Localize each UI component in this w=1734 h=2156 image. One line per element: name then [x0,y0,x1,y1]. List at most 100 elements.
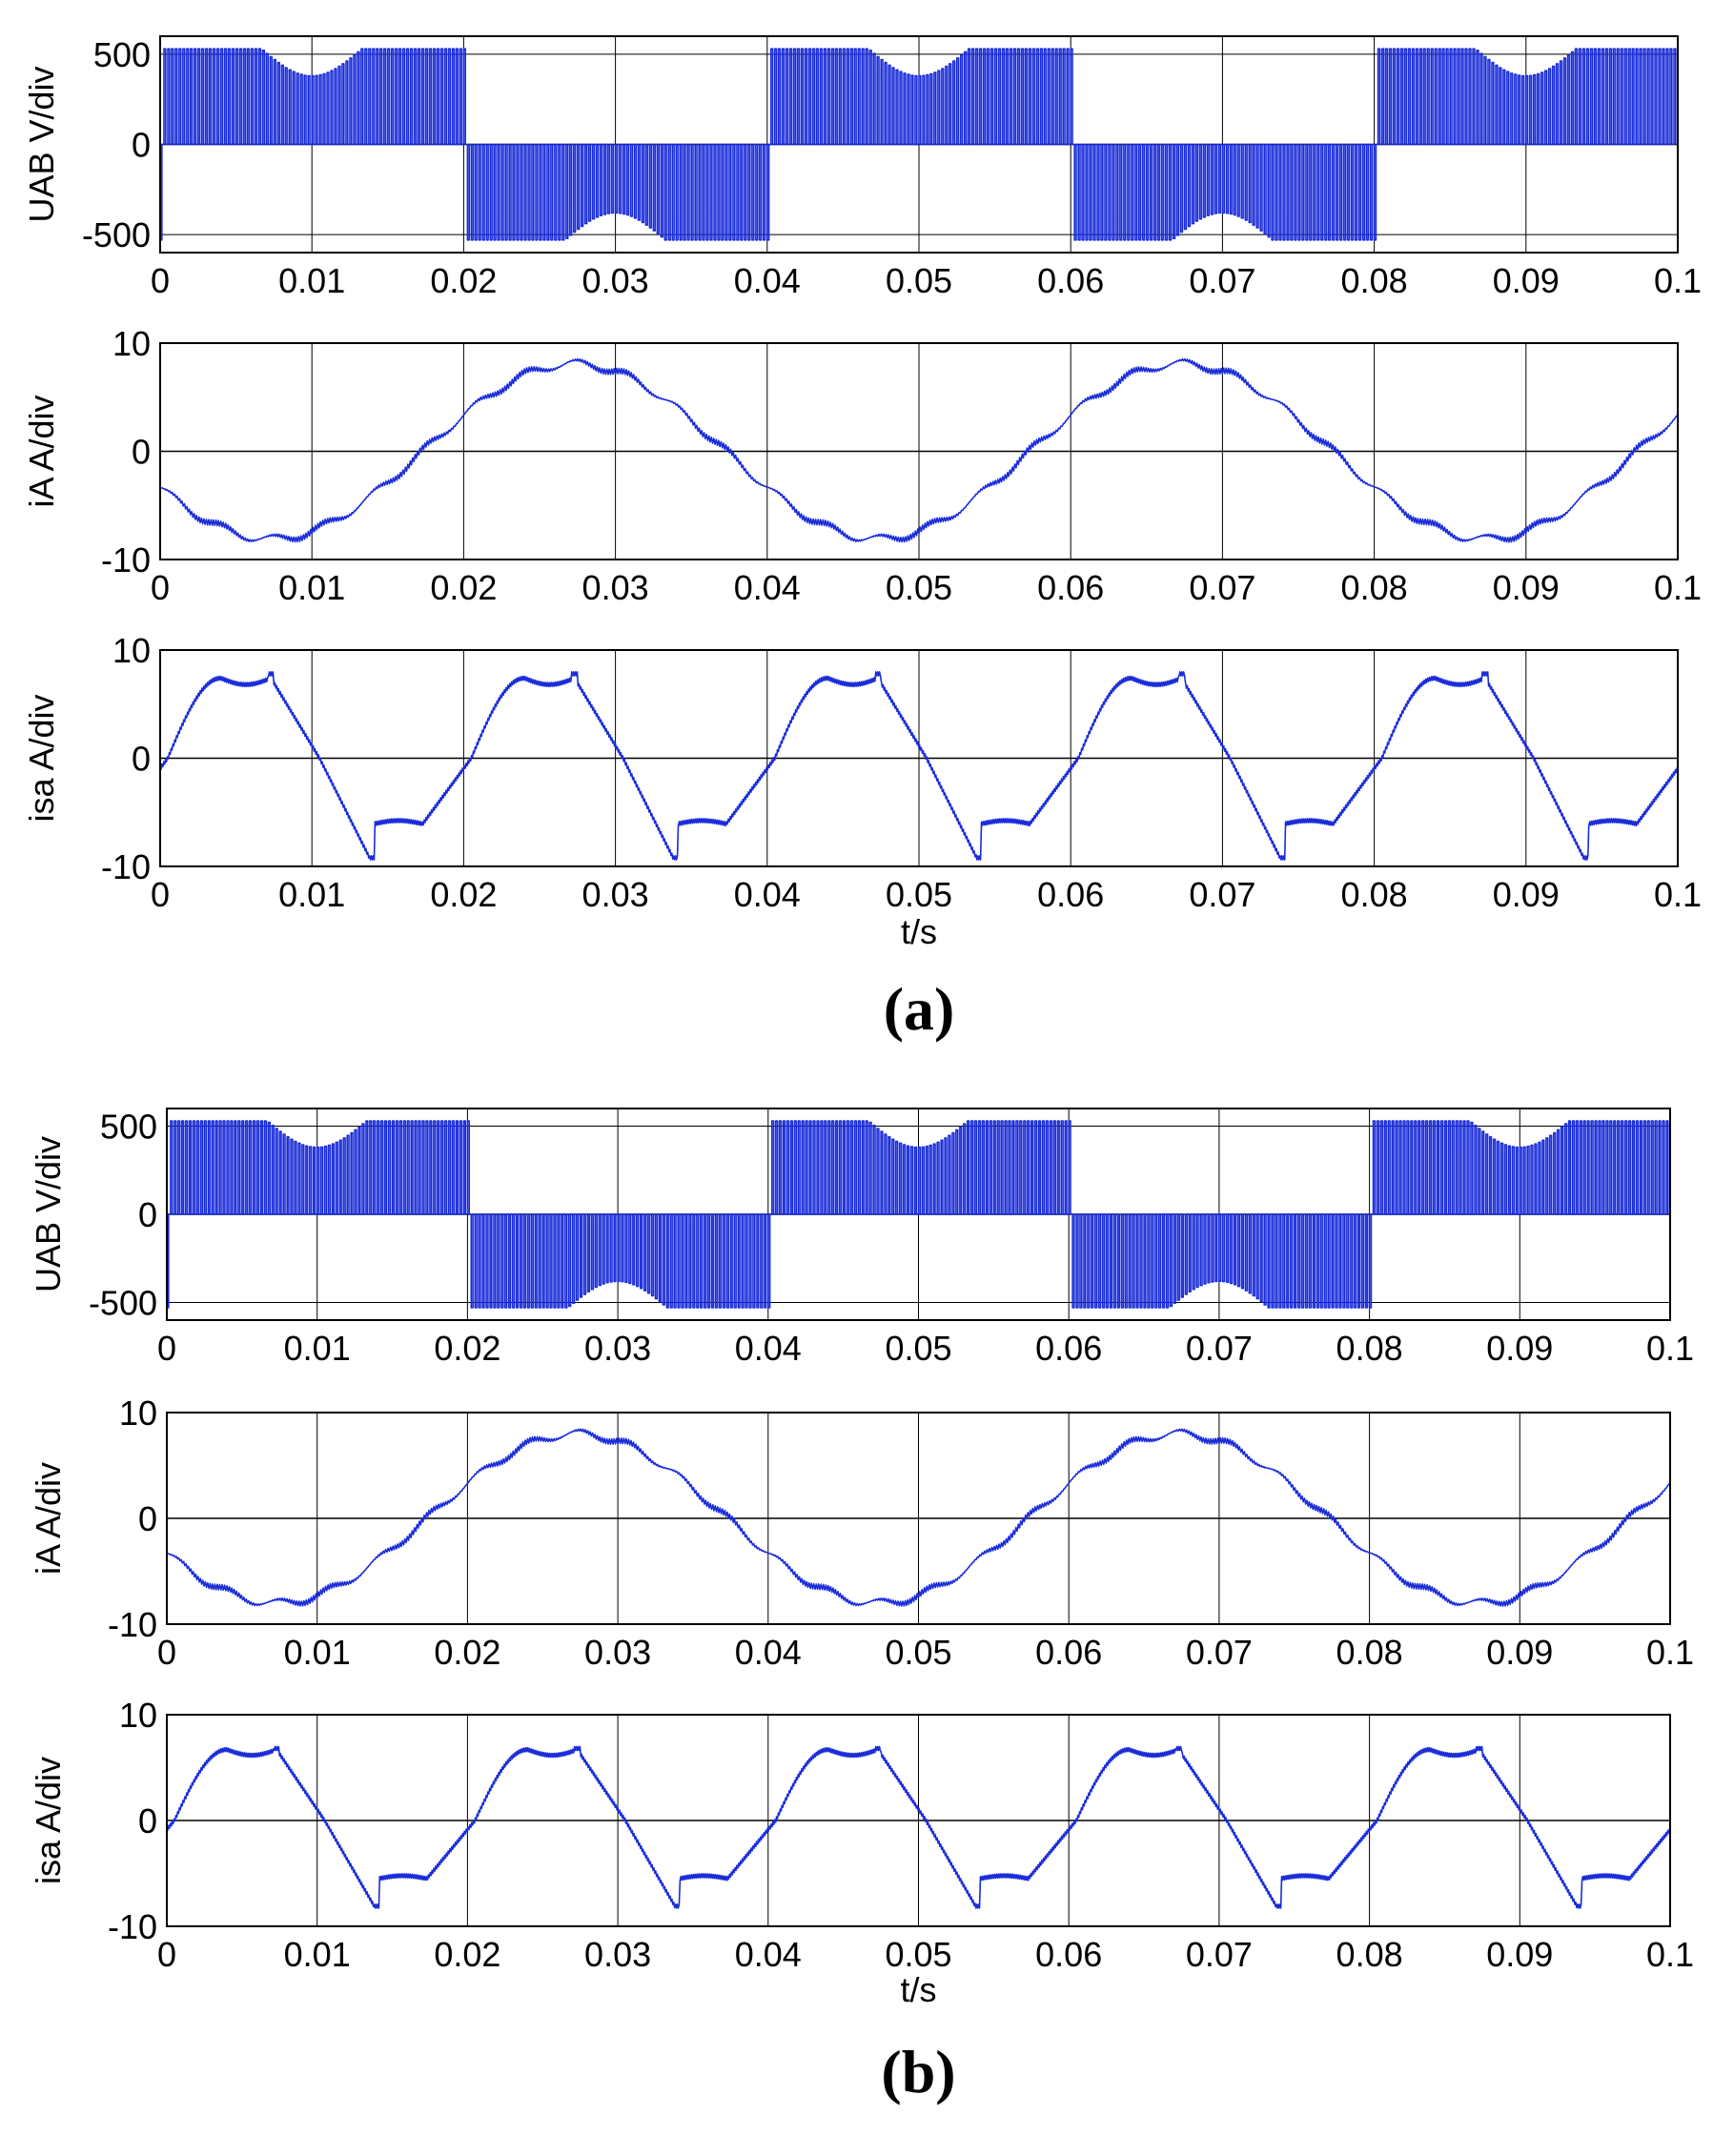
x-tick-label: 0 [157,1329,176,1368]
x-tick-label: 0.01 [284,1935,351,1974]
x-tick-label: 0.08 [1341,261,1408,300]
y-tick-label: 0 [132,126,151,165]
x-tick-label: 0.03 [584,1329,651,1368]
axes-frame [166,1108,1671,1321]
x-tick-label: 0.04 [734,875,801,914]
y-tick-label: -10 [108,1907,157,1946]
x-tick-label: 0.02 [430,568,497,607]
x-tick-label: 0.05 [886,261,952,300]
axes-frame [166,1412,1671,1625]
x-tick-label: 0.01 [284,1633,351,1672]
x-tick-label: 0.08 [1336,1935,1403,1974]
x-tick-label: 0.08 [1336,1633,1403,1672]
series-line-isa [166,1745,1671,1909]
series-line-ia [166,1428,1671,1607]
x-tick-label: 0.09 [1493,875,1560,914]
x-tick-label: 0.05 [885,1633,951,1672]
x-tick-label: 0.07 [1186,1633,1253,1672]
x-tick-label: 0.05 [886,568,952,607]
x-tick-label: 0.02 [430,875,497,914]
x-tick-label: 0.06 [1035,1633,1102,1672]
panel-label: (a) [884,975,955,1043]
series-line-ia [159,357,1679,543]
y-tick-label: 10 [112,324,151,363]
x-tick-label: 0 [157,1935,176,1974]
y-tick-label: -500 [89,1284,157,1323]
x-tick-label: 0.04 [735,1935,802,1974]
axes-ia-b: 0 0.01 0.02 0.03 0.04 0.05 0.06 0.07 0.08 0.09 0.1… [29,1393,1694,1672]
x-tick-label: 0.04 [734,261,801,300]
x-tick-label: 0 [151,568,170,607]
x-tick-label: 0.02 [434,1935,500,1974]
series-line-uab [159,48,1677,241]
x-tick-label: 0.09 [1486,1633,1553,1672]
x-tick-label: 0.04 [735,1329,802,1368]
x-tick-label: 0.09 [1493,261,1560,300]
axes-ia-a: 0 0.01 0.02 0.03 0.04 0.05 0.06 0.07 0.08 0.09 0.1… [22,324,1702,607]
y-axis-label: iA A/div [22,395,61,507]
x-tick-label: 0.08 [1341,568,1408,607]
axes-uab-b: 0 0.01 0.02 0.03 0.04 0.05 0.06 0.07 0.08 0.09 0.1… [29,1108,1694,1369]
axes-frame [166,1714,1671,1927]
y-tick-label: 0 [132,740,151,779]
x-tick-label: 0.02 [434,1633,500,1672]
x-tick-label: 0.03 [584,1935,651,1974]
axes-isa-a: 0 0.01 0.02 0.03 0.04 0.05 0.06 0.07 0.08 0.09 0.1… [22,631,1702,914]
x-tick-label: 0 [151,261,170,300]
y-axis-label: UAB V/div [22,66,61,222]
x-tick-label: 0.03 [582,261,649,300]
x-tick-label: 0 [151,875,170,914]
x-tick-label: 0.01 [284,1329,351,1368]
x-tick-label: 0.04 [735,1633,802,1672]
x-tick-label: 0.09 [1493,568,1560,607]
x-tick-label: 0.03 [582,875,649,914]
x-tick-label: 0.07 [1189,568,1255,607]
x-tick-label: 0.01 [278,261,345,300]
x-tick-label: 0.04 [734,568,801,607]
x-tick-label: 0.07 [1186,1329,1253,1368]
y-tick-label: 500 [93,35,151,74]
y-tick-label: 0 [138,1499,157,1538]
x-tick-label: 0.1 [1654,875,1702,914]
x-tick-label: 0.09 [1486,1329,1553,1368]
y-tick-label: -10 [101,847,151,886]
axes-frame [159,35,1679,254]
y-tick-label: 10 [119,1696,157,1735]
y-axis-label: iA A/div [29,1462,68,1575]
y-tick-label: -10 [108,1605,157,1644]
y-tick-label: 0 [132,433,151,472]
x-tick-label: 0.07 [1189,875,1255,914]
x-tick-label: 0.05 [885,1329,951,1368]
x-tick-label: 0.1 [1654,261,1702,300]
series-line-uab [166,1120,1669,1309]
x-tick-label: 0.03 [582,568,649,607]
x-axis-label: t/s [901,912,937,951]
x-tick-label: 0.05 [885,1935,951,1974]
x-tick-label: 0.08 [1336,1329,1403,1368]
y-tick-label: -10 [101,540,151,580]
x-tick-label: 0.02 [430,261,497,300]
x-tick-label: 0.06 [1037,875,1104,914]
axes-frame [159,342,1679,560]
y-tick-label: 0 [138,1195,157,1234]
axes-uab-a: 0 0.01 0.02 0.03 0.04 0.05 0.06 0.07 0.08 0.09 0.1… [22,35,1702,300]
x-tick-label: 0.07 [1186,1935,1253,1974]
y-tick-label: 10 [112,631,151,670]
y-axis-label: isa A/div [29,1757,68,1884]
y-tick-label: -500 [82,215,151,254]
x-tick-label: 0.06 [1035,1329,1102,1368]
x-tick-label: 0.06 [1035,1935,1102,1974]
axes-isa-b: 0 0.01 0.02 0.03 0.04 0.05 0.06 0.07 0.08 0.09 0.1… [29,1696,1694,1974]
series-line-isa [159,671,1679,861]
panel-label: (b) [881,2038,955,2105]
x-tick-label: 0.1 [1646,1935,1694,1974]
x-tick-label: 0.01 [278,568,345,607]
axes-frame [159,649,1679,867]
y-axis-label: isa A/div [22,694,61,822]
x-tick-label: 0.06 [1037,568,1104,607]
figure-a: 0 0.01 0.02 0.03 0.04 0.05 0.06 0.07 0.08 0.09 0.1… [22,35,1702,1043]
x-tick-label: 0.1 [1654,568,1702,607]
figure-b: 0 0.01 0.02 0.03 0.04 0.05 0.06 0.07 0.08 0.09 0.1… [29,1108,1694,2106]
x-tick-label: 0.07 [1189,261,1255,300]
y-axis-label: UAB V/div [29,1136,68,1292]
